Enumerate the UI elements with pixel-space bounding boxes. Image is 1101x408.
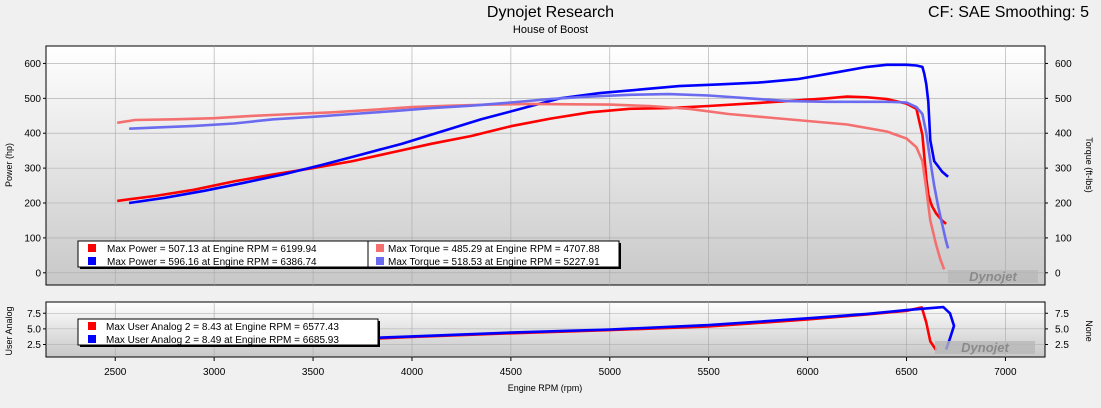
- y-tick-label: 300: [24, 164, 41, 175]
- x-tick-label: 7000: [994, 367, 1017, 378]
- legend-swatch: [376, 244, 384, 252]
- y-tick-label-right: 5.0: [1055, 324, 1069, 335]
- y-tick-label-right: 100: [1055, 233, 1072, 244]
- y-tick-label: 500: [24, 94, 41, 105]
- bottom-ylabel-right: None: [1084, 320, 1094, 342]
- legend-swatch: [88, 322, 96, 330]
- y-tick-label-right: 7.5: [1055, 309, 1069, 320]
- legend-swatch: [88, 335, 96, 343]
- legend-entry: Max User Analog 2 = 8.43 at Engine RPM =…: [106, 322, 339, 333]
- y-tick-label-right: 0: [1055, 268, 1061, 279]
- x-tick-label: 2500: [104, 367, 127, 378]
- legend-entry: Max User Analog 2 = 8.49 at Engine RPM =…: [106, 335, 339, 346]
- x-axis-label: Engine RPM (rpm): [508, 383, 583, 393]
- x-tick-label: 4000: [401, 367, 424, 378]
- series-line-2: [128, 63, 949, 205]
- series-line-3: [116, 102, 946, 270]
- legend-entry: Max Torque = 485.29 at Engine RPM = 4707…: [388, 244, 600, 255]
- x-tick-label: 6500: [895, 367, 918, 378]
- x-tick-label: 3000: [203, 367, 226, 378]
- x-tick-label: 6000: [796, 367, 819, 378]
- y-tick-label-right: 400: [1055, 129, 1072, 140]
- main-legend: Max Power = 507.13 at Engine RPM = 6199.…: [77, 240, 621, 269]
- main-yticks-right: 0 100 200 300 400 500 600: [1045, 59, 1072, 279]
- series-line-4: [129, 92, 950, 249]
- x-tick-label: 4500: [500, 367, 523, 378]
- correction-factor-info: CF: SAE Smoothing: 5: [928, 4, 1089, 21]
- y-tick-label: 600: [24, 59, 41, 70]
- bottom-yticks-right: 2.5 5.0 7.5: [1045, 309, 1069, 351]
- bottom-yticks-left: 2.5 5.0 7.5: [27, 309, 46, 351]
- bottom-legend: Max User Analog 2 = 8.43 at Engine RPM =…: [77, 318, 380, 347]
- legend-swatch: [88, 257, 96, 265]
- y-tick-label-right: 300: [1055, 164, 1072, 175]
- y-tick-label: 5.0: [27, 324, 41, 335]
- main-ylabel-right: Torque (ft-lbs): [1084, 137, 1094, 193]
- x-tick-label: 3500: [302, 367, 325, 378]
- y-tick-label-right: 200: [1055, 199, 1072, 210]
- y-tick-label-right: 2.5: [1055, 340, 1069, 351]
- legend-entry: Max Torque = 518.53 at Engine RPM = 5227…: [388, 257, 600, 268]
- y-tick-label: 200: [24, 199, 41, 210]
- bottom-ylabel-left: User Analog: [4, 306, 14, 355]
- y-tick-label-right: 500: [1055, 94, 1072, 105]
- svg-text:Dynojet: Dynojet: [969, 269, 1017, 284]
- y-tick-label: 0: [35, 268, 41, 279]
- legend-swatch: [88, 244, 96, 252]
- dynojet-logo: Dynojet: [948, 269, 1038, 284]
- main-yticks-left: 0 100 200 300 400 500 600: [24, 59, 46, 279]
- x-tick-label: 5500: [698, 367, 721, 378]
- legend-entry: Max Power = 596.16 at Engine RPM = 6386.…: [107, 257, 317, 268]
- chart-title: Dynojet Research: [486, 4, 615, 21]
- y-tick-label: 2.5: [27, 340, 41, 351]
- main-series: [116, 63, 950, 270]
- chart-subtitle: House of Boost: [512, 24, 589, 36]
- main-ylabel-left: Power (hp): [4, 143, 14, 187]
- y-tick-label: 100: [24, 233, 41, 244]
- y-tick-label: 400: [24, 129, 41, 140]
- y-tick-label: 7.5: [27, 309, 41, 320]
- legend-entry: Max Power = 507.13 at Engine RPM = 6199.…: [107, 244, 317, 255]
- y-tick-label-right: 600: [1055, 59, 1072, 70]
- legend-swatch: [376, 257, 384, 265]
- svg-text:Dynojet: Dynojet: [961, 340, 1009, 355]
- series-line-1: [117, 95, 947, 225]
- x-axis-ticks: 2500 3000 3500 4000 4500 5000 5500 6000 6500 7000: [104, 357, 1017, 378]
- dynojet-logo-small: Dynojet: [935, 340, 1035, 355]
- x-tick-label: 5000: [599, 367, 622, 378]
